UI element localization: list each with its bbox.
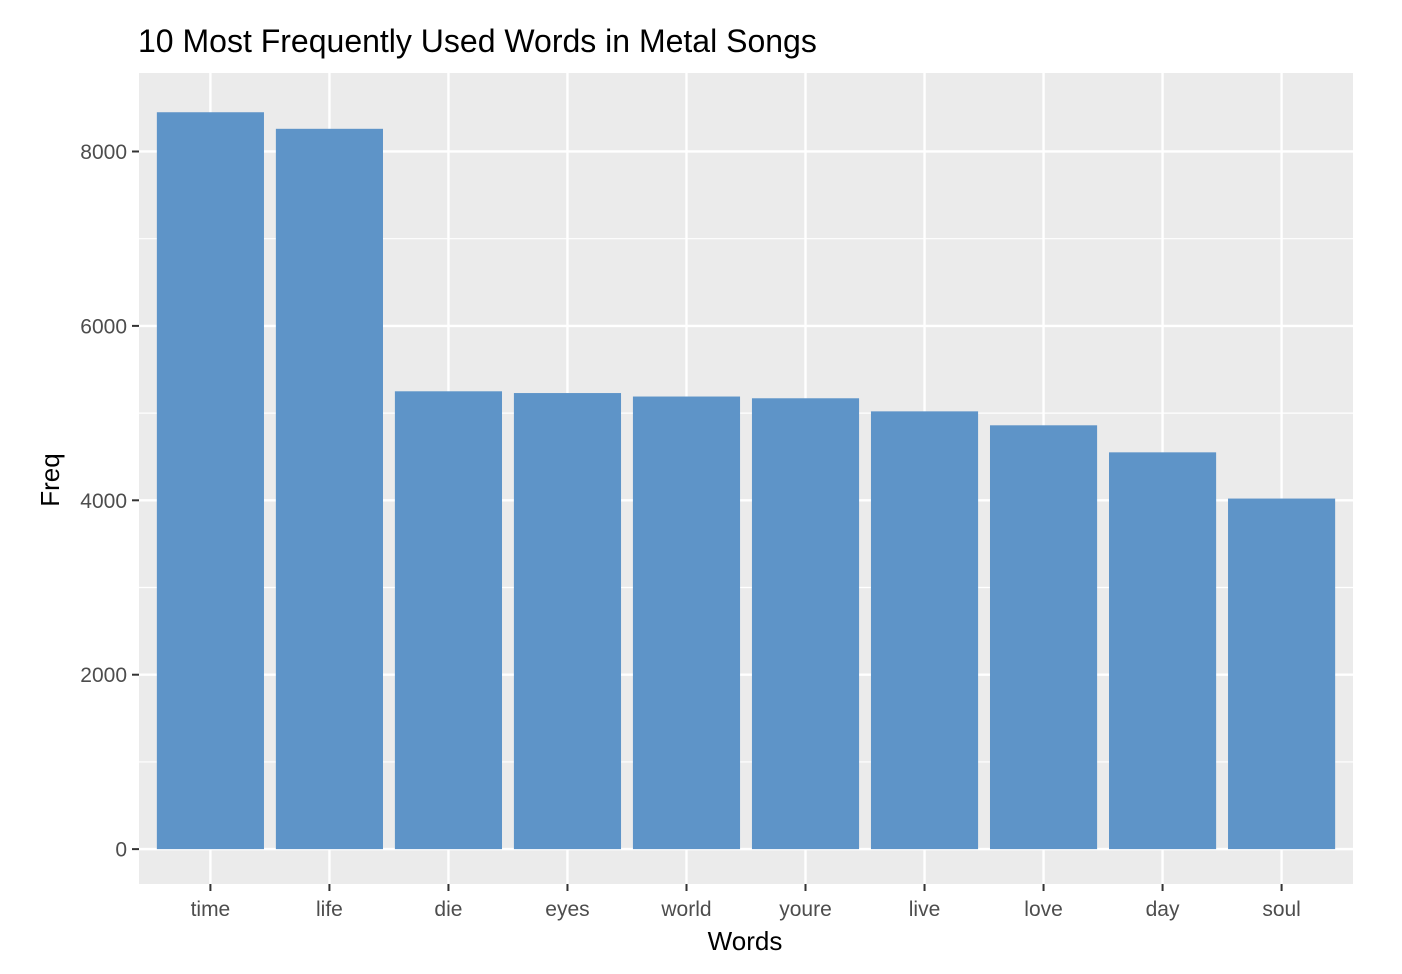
y-tick-label: 4000 <box>80 490 127 513</box>
x-axis-title: Words <box>708 926 783 956</box>
bar-world <box>632 396 741 850</box>
y-axis-title: Freq <box>35 453 65 506</box>
bar-youre <box>751 398 860 850</box>
x-tick-label: life <box>316 898 343 921</box>
y-tick-label: 2000 <box>80 664 127 687</box>
bar-live <box>870 411 979 850</box>
x-tick-label: soul <box>1262 898 1301 921</box>
x-tick-label: world <box>660 898 711 921</box>
bar-time <box>156 112 264 850</box>
x-tick-label: die <box>434 898 462 921</box>
chart-title: 10 Most Frequently Used Words in Metal S… <box>138 23 817 59</box>
bar-life <box>275 128 383 850</box>
y-axis: 0 2000 4000 6000 8000 <box>80 141 139 862</box>
x-tick-label: eyes <box>545 898 589 921</box>
bar-love <box>989 425 1098 850</box>
x-tick-label: live <box>909 898 941 921</box>
bar-die <box>394 391 503 850</box>
bar-day <box>1109 452 1217 850</box>
bar-eyes <box>513 393 622 850</box>
x-tick-label: love <box>1024 898 1063 921</box>
y-tick-label: 0 <box>115 839 127 862</box>
x-tick-label: day <box>1146 898 1180 921</box>
y-tick-label: 6000 <box>80 315 127 338</box>
x-axis: time life die eyes world youre live love day soul <box>191 884 1301 921</box>
bars <box>156 112 1336 850</box>
bar-soul <box>1228 498 1336 850</box>
x-tick-label: time <box>191 898 231 921</box>
x-tick-label: youre <box>779 898 832 921</box>
y-tick-label: 8000 <box>80 141 127 164</box>
